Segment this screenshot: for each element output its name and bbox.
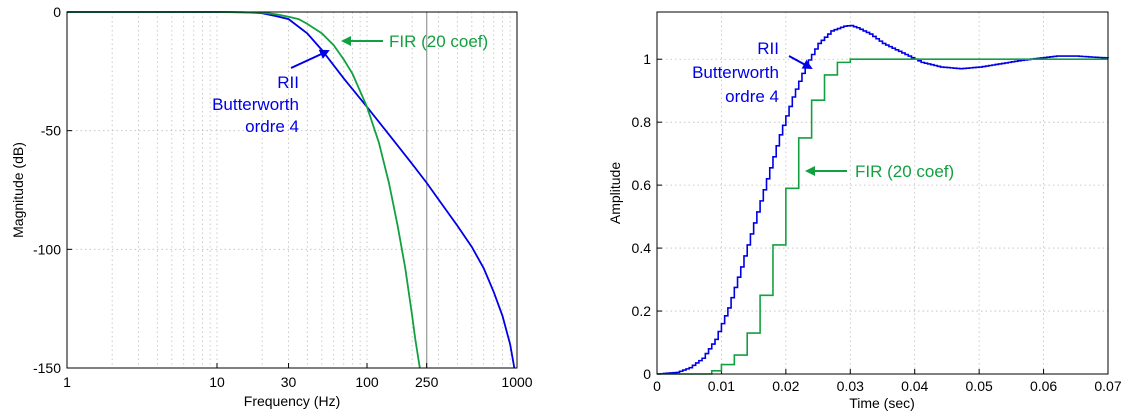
step-fir-curve [657,58,1108,375]
magnitude-y-tick-label: -100 [33,241,61,257]
step-x-tick-label: 0.02 [772,378,799,394]
magnitude-iir-annotation-line1: RII [277,73,299,92]
step-plot-frame [656,11,1109,375]
step-y-axis-label: Amplitude [607,162,623,224]
magnitude-iir-annotation-line3: ordre 4 [245,117,299,136]
step-x-tick-label: 0.05 [966,378,993,394]
step-y-tick-label: 0 [643,366,651,382]
magnitude-x-tick-label: 10 [209,374,225,390]
magnitude-x-tick-label: 30 [281,374,297,390]
magnitude-ticks: 1 10 30 100 250 1000 -150 -100 -50 0 [33,4,533,390]
step-x-tick-label: 0.01 [708,378,735,394]
step-y-tick-label: 0.2 [632,303,652,319]
step-x-tick-label: 0.07 [1094,378,1121,394]
step-iir-annotation-line2: Butterworth [692,63,779,82]
step-x-tick-label: 0.06 [1030,378,1057,394]
magnitude-fir-annotation-label: FIR (20 coef) [389,32,488,51]
magnitude-x-tick-label: 1 [63,374,71,390]
step-x-axis-label: Time (sec) [849,395,915,411]
step-response-chart: 0 0.01 0.02 0.03 0.04 0.05 0.06 0.07 0 0.2 0.4 0.6 0… [607,11,1122,411]
magnitude-y-tick-label: -150 [33,360,61,376]
step-fir-annotation-label: FIR (20 coef) [855,162,954,181]
step-x-tick-label: 0 [653,378,661,394]
magnitude-iir-curve [67,11,516,369]
magnitude-y-tick-label: -50 [41,123,61,139]
magnitude-chart: 1 10 30 100 250 1000 -150 -100 -50 0 Magnitude (d… [10,4,533,409]
step-ticks: 0 0.01 0.02 0.03 0.04 0.05 0.06 0.07 0 0.2 0.4 0.6 0… [632,51,1122,394]
magnitude-series [67,11,516,369]
magnitude-fir-curve [67,11,421,369]
step-iir-annotation-arrow [788,55,813,69]
step-y-tick-label: 0.6 [632,177,652,193]
step-y-tick-label: 0.4 [632,240,652,256]
step-iir-annotation-line3: ordre 4 [725,87,779,106]
magnitude-x-tick-label: 1000 [501,374,532,390]
step-x-tick-label: 0.04 [901,378,928,394]
magnitude-x-axis-label: Frequency (Hz) [244,393,340,409]
step-iir-annotation-line1: RII [757,39,779,58]
magnitude-y-tick-label: 0 [53,4,61,20]
magnitude-y-axis-label: Magnitude (dB) [10,142,26,238]
step-series [657,24,1109,375]
magnitude-x-tick-label: 100 [355,374,379,390]
step-y-tick-label: 0.8 [632,114,652,130]
magnitude-plot-frame [66,11,518,369]
step-y-tick-label: 1 [643,51,651,67]
magnitude-iir-annotation-line2: Butterworth [212,95,299,114]
magnitude-x-tick-label: 250 [415,374,439,390]
step-x-tick-label: 0.03 [837,378,864,394]
magnitude-iir-annotation-arrow [290,49,330,69]
magnitude-grid [67,12,517,368]
